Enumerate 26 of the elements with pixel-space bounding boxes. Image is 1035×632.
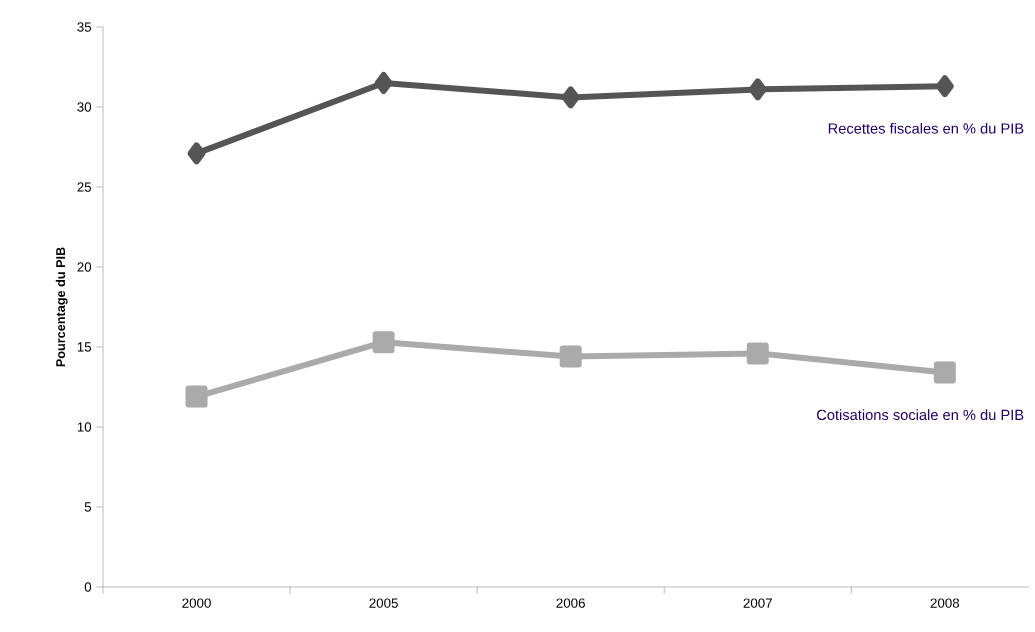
point — [372, 331, 395, 354]
point — [561, 86, 580, 109]
x-tick-label: 2006 — [556, 598, 585, 608]
point — [559, 345, 582, 368]
point — [185, 385, 208, 408]
text: Recettes fiscales en % du PIB — [828, 122, 1024, 134]
y-tick-label: 15 — [77, 342, 92, 352]
y-axis-title: Pourcentage du PIB — [55, 247, 68, 367]
point — [748, 78, 767, 101]
text: Cotisations sociale en % du PIB — [816, 409, 1024, 421]
y-tick-label: 20 — [77, 262, 92, 272]
point — [187, 142, 206, 165]
x-tick-label: 2008 — [930, 598, 960, 608]
y-tick-label: 10 — [77, 422, 92, 432]
y-tick-label: 35 — [77, 22, 92, 32]
point — [933, 361, 956, 384]
y-tick-label: 30 — [77, 102, 92, 112]
x-tick-label: 2007 — [743, 598, 772, 608]
y-tick-label: 5 — [84, 502, 92, 512]
point — [935, 75, 954, 98]
point — [746, 342, 769, 365]
x-tick-label: 2005 — [369, 598, 398, 608]
y-tick-label: 0 — [84, 582, 92, 592]
x-tick-label: 2000 — [182, 598, 211, 608]
y-tick-label: 25 — [77, 182, 92, 192]
point — [374, 71, 393, 94]
